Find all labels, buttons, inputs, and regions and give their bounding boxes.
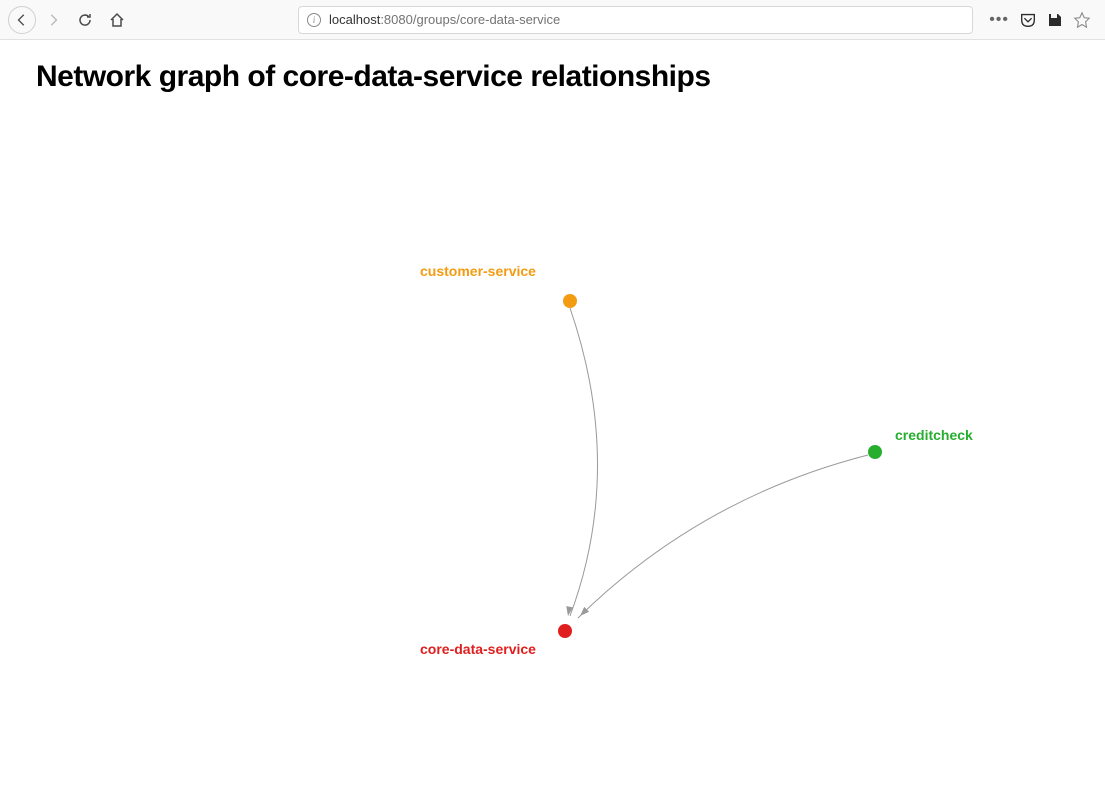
url-port: :8080 — [380, 12, 413, 27]
more-icon[interactable]: ••• — [989, 11, 1009, 29]
home-button[interactable] — [102, 5, 132, 35]
graph-node-core-data-service[interactable] — [558, 624, 572, 638]
page-title: Network graph of core-data-service relat… — [36, 60, 1069, 94]
home-icon — [109, 12, 125, 28]
network-graph[interactable]: customer-service creditcheck core-data-ser… — [36, 94, 1069, 754]
graph-node-label-creditcheck: creditcheck — [895, 427, 973, 443]
browser-toolbar: i localhost:8080/groups/core-data-servic… — [0, 0, 1105, 40]
arrow-right-icon — [46, 13, 60, 27]
page-content: Network graph of core-data-service relat… — [0, 40, 1105, 774]
graph-edge — [578, 455, 868, 618]
graph-node-label-customer-service: customer-service — [420, 263, 536, 279]
toolbar-right-group: ••• — [979, 11, 1097, 29]
reload-icon — [77, 12, 93, 28]
graph-node-label-core-data-service: core-data-service — [420, 641, 536, 657]
reload-button[interactable] — [70, 5, 100, 35]
info-icon[interactable]: i — [307, 13, 321, 27]
address-bar[interactable]: i localhost:8080/groups/core-data-servic… — [298, 6, 973, 34]
nav-button-group — [8, 5, 132, 35]
forward-button[interactable] — [38, 5, 68, 35]
graph-svg — [36, 94, 1105, 794]
graph-node-customer-service[interactable] — [563, 294, 577, 308]
arrow-left-icon — [15, 13, 29, 27]
graph-node-creditcheck[interactable] — [868, 445, 882, 459]
url-host: localhost — [329, 12, 380, 27]
bookmark-star-icon[interactable] — [1073, 11, 1091, 29]
save-icon[interactable] — [1047, 12, 1063, 28]
url-path: /groups/core-data-service — [413, 12, 560, 27]
back-button[interactable] — [8, 6, 36, 34]
url-text: localhost:8080/groups/core-data-service — [329, 12, 560, 27]
graph-edge — [570, 308, 598, 616]
pocket-icon[interactable] — [1019, 11, 1037, 29]
